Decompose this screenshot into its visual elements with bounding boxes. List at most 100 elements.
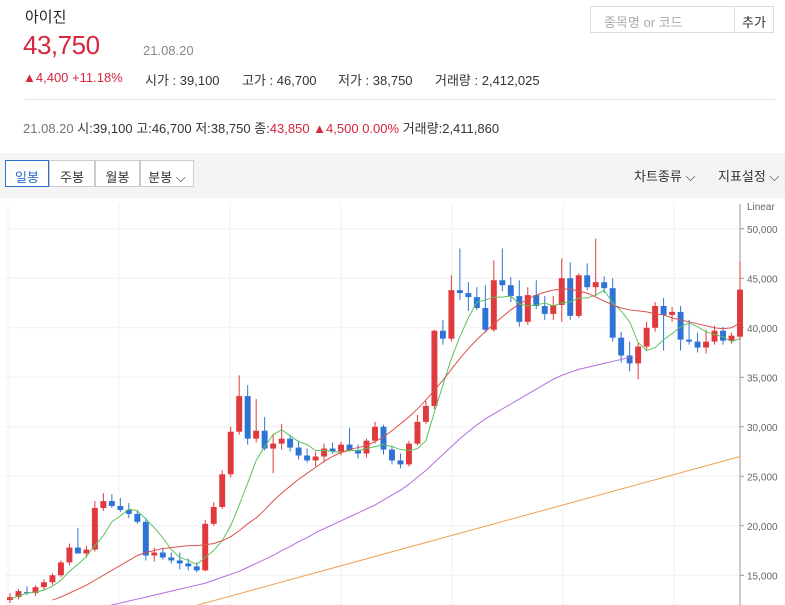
candle-body bbox=[405, 443, 412, 465]
candle-body bbox=[108, 501, 115, 506]
candle-body bbox=[151, 552, 158, 556]
candle-body bbox=[236, 396, 243, 432]
candle-body bbox=[431, 330, 438, 406]
candle-body bbox=[142, 521, 149, 556]
candle-body bbox=[516, 296, 523, 322]
candle-body bbox=[363, 440, 370, 454]
candle-body bbox=[287, 438, 294, 448]
candle-body bbox=[456, 290, 463, 294]
candle-body bbox=[737, 289, 743, 337]
candle-body bbox=[686, 339, 693, 342]
candle-body bbox=[380, 426, 387, 450]
candle-body bbox=[32, 587, 39, 594]
candle-body bbox=[584, 275, 591, 288]
candle-body bbox=[338, 444, 345, 452]
candle-body bbox=[635, 346, 642, 364]
candle-body bbox=[389, 449, 395, 461]
candle-body bbox=[210, 506, 217, 524]
candle-body bbox=[550, 304, 557, 314]
candle-body bbox=[66, 547, 73, 563]
candle-body bbox=[219, 474, 226, 507]
y-tick-label: 20,000 bbox=[747, 522, 778, 533]
candle-body bbox=[125, 509, 132, 514]
candle-body bbox=[134, 513, 141, 522]
candle-body bbox=[533, 295, 540, 306]
candle-body bbox=[728, 335, 735, 341]
candle-body bbox=[100, 501, 107, 508]
candle-body bbox=[490, 280, 497, 330]
ohlc-readout: 21.08.20 시:39,100 고:46,700 저:38,750 종:43… bbox=[23, 121, 500, 136]
candle-body bbox=[159, 552, 166, 558]
candle-body bbox=[541, 305, 548, 314]
info-low: 저가 : 38,750 bbox=[338, 73, 413, 88]
current-price: 43,750 bbox=[23, 30, 100, 60]
candle-body bbox=[422, 405, 429, 422]
candle-body bbox=[49, 575, 56, 583]
series-line-ma20 bbox=[52, 288, 741, 601]
series-line-ma5 bbox=[9, 289, 741, 600]
indicator-settings-menu[interactable]: 지표설정 ⌵ bbox=[718, 169, 780, 184]
candle-body bbox=[507, 285, 514, 297]
info-volume: 거래량 : 2,412,025 bbox=[435, 73, 540, 88]
header-divider bbox=[25, 99, 775, 100]
candle-body bbox=[372, 426, 378, 441]
candle-body bbox=[643, 327, 650, 347]
info-high: 고가 : 46,700 bbox=[242, 73, 317, 88]
series-line-ma60 bbox=[109, 356, 630, 605]
y-tick-label: 30,000 bbox=[747, 423, 778, 434]
candle-body bbox=[295, 447, 302, 456]
candle-body bbox=[261, 430, 268, 449]
stock-name: 아이진 bbox=[25, 9, 67, 26]
candlestick-chart[interactable]: 15,000 20,000 25,000 30,000 35,000 40,000 45,0… bbox=[0, 198, 785, 605]
y-tick-label: 40,000 bbox=[747, 324, 778, 335]
candle-body bbox=[278, 438, 285, 444]
tab-weekly[interactable]: 주봉 bbox=[49, 160, 95, 187]
candle-body bbox=[91, 507, 98, 550]
add-stock-button[interactable]: 추가 bbox=[734, 6, 774, 33]
y-tick-label: 50,000 bbox=[747, 225, 778, 236]
candle-body bbox=[558, 278, 565, 305]
candle-body bbox=[669, 311, 676, 315]
candle-body bbox=[15, 591, 22, 598]
candle-body bbox=[652, 305, 659, 328]
y-tick-label: 15,000 bbox=[747, 571, 778, 582]
info-open: 시가 : 39,100 bbox=[145, 73, 220, 88]
tab-minute[interactable]: 분봉 ⌵ bbox=[140, 160, 194, 187]
candle-body bbox=[448, 290, 455, 339]
candle-body bbox=[57, 562, 64, 576]
candle-body bbox=[202, 523, 209, 571]
tab-monthly[interactable]: 월봉 bbox=[95, 160, 140, 187]
candle-body bbox=[193, 566, 200, 571]
series-line-ma120 bbox=[195, 455, 741, 605]
candle-body bbox=[694, 341, 701, 348]
y-tick-label: 45,000 bbox=[747, 274, 778, 285]
candle-body bbox=[626, 355, 633, 364]
candle-body bbox=[677, 311, 684, 340]
stock-search-input[interactable]: 종목명 or 코드 bbox=[590, 6, 735, 33]
candle-body bbox=[304, 455, 311, 461]
candle-body bbox=[40, 582, 47, 588]
price-change: ▲4,400 +11.18% bbox=[23, 70, 123, 85]
candle-body bbox=[592, 282, 599, 288]
candle-body bbox=[609, 288, 616, 338]
candle-body bbox=[117, 505, 124, 510]
chart-type-menu[interactable]: 차트종류 ⌵ bbox=[634, 169, 696, 184]
candle-body bbox=[168, 557, 175, 561]
candle-body bbox=[575, 275, 582, 316]
candle-body bbox=[499, 280, 506, 286]
candle-body bbox=[329, 448, 336, 452]
candle-body bbox=[355, 450, 361, 454]
candle-body bbox=[414, 421, 421, 444]
candle-body bbox=[185, 563, 192, 567]
candle-body bbox=[312, 456, 319, 461]
price-date: 21.08.20 bbox=[143, 43, 194, 58]
candle-body bbox=[83, 549, 90, 554]
candle-body bbox=[567, 278, 574, 316]
tab-daily[interactable]: 일봉 bbox=[5, 160, 49, 187]
candle-body bbox=[720, 330, 726, 341]
scale-label: Linear bbox=[747, 202, 775, 213]
y-tick-label: 35,000 bbox=[747, 373, 778, 384]
candle-body bbox=[482, 307, 489, 330]
candle-body bbox=[439, 330, 446, 339]
candle-body bbox=[244, 396, 251, 439]
